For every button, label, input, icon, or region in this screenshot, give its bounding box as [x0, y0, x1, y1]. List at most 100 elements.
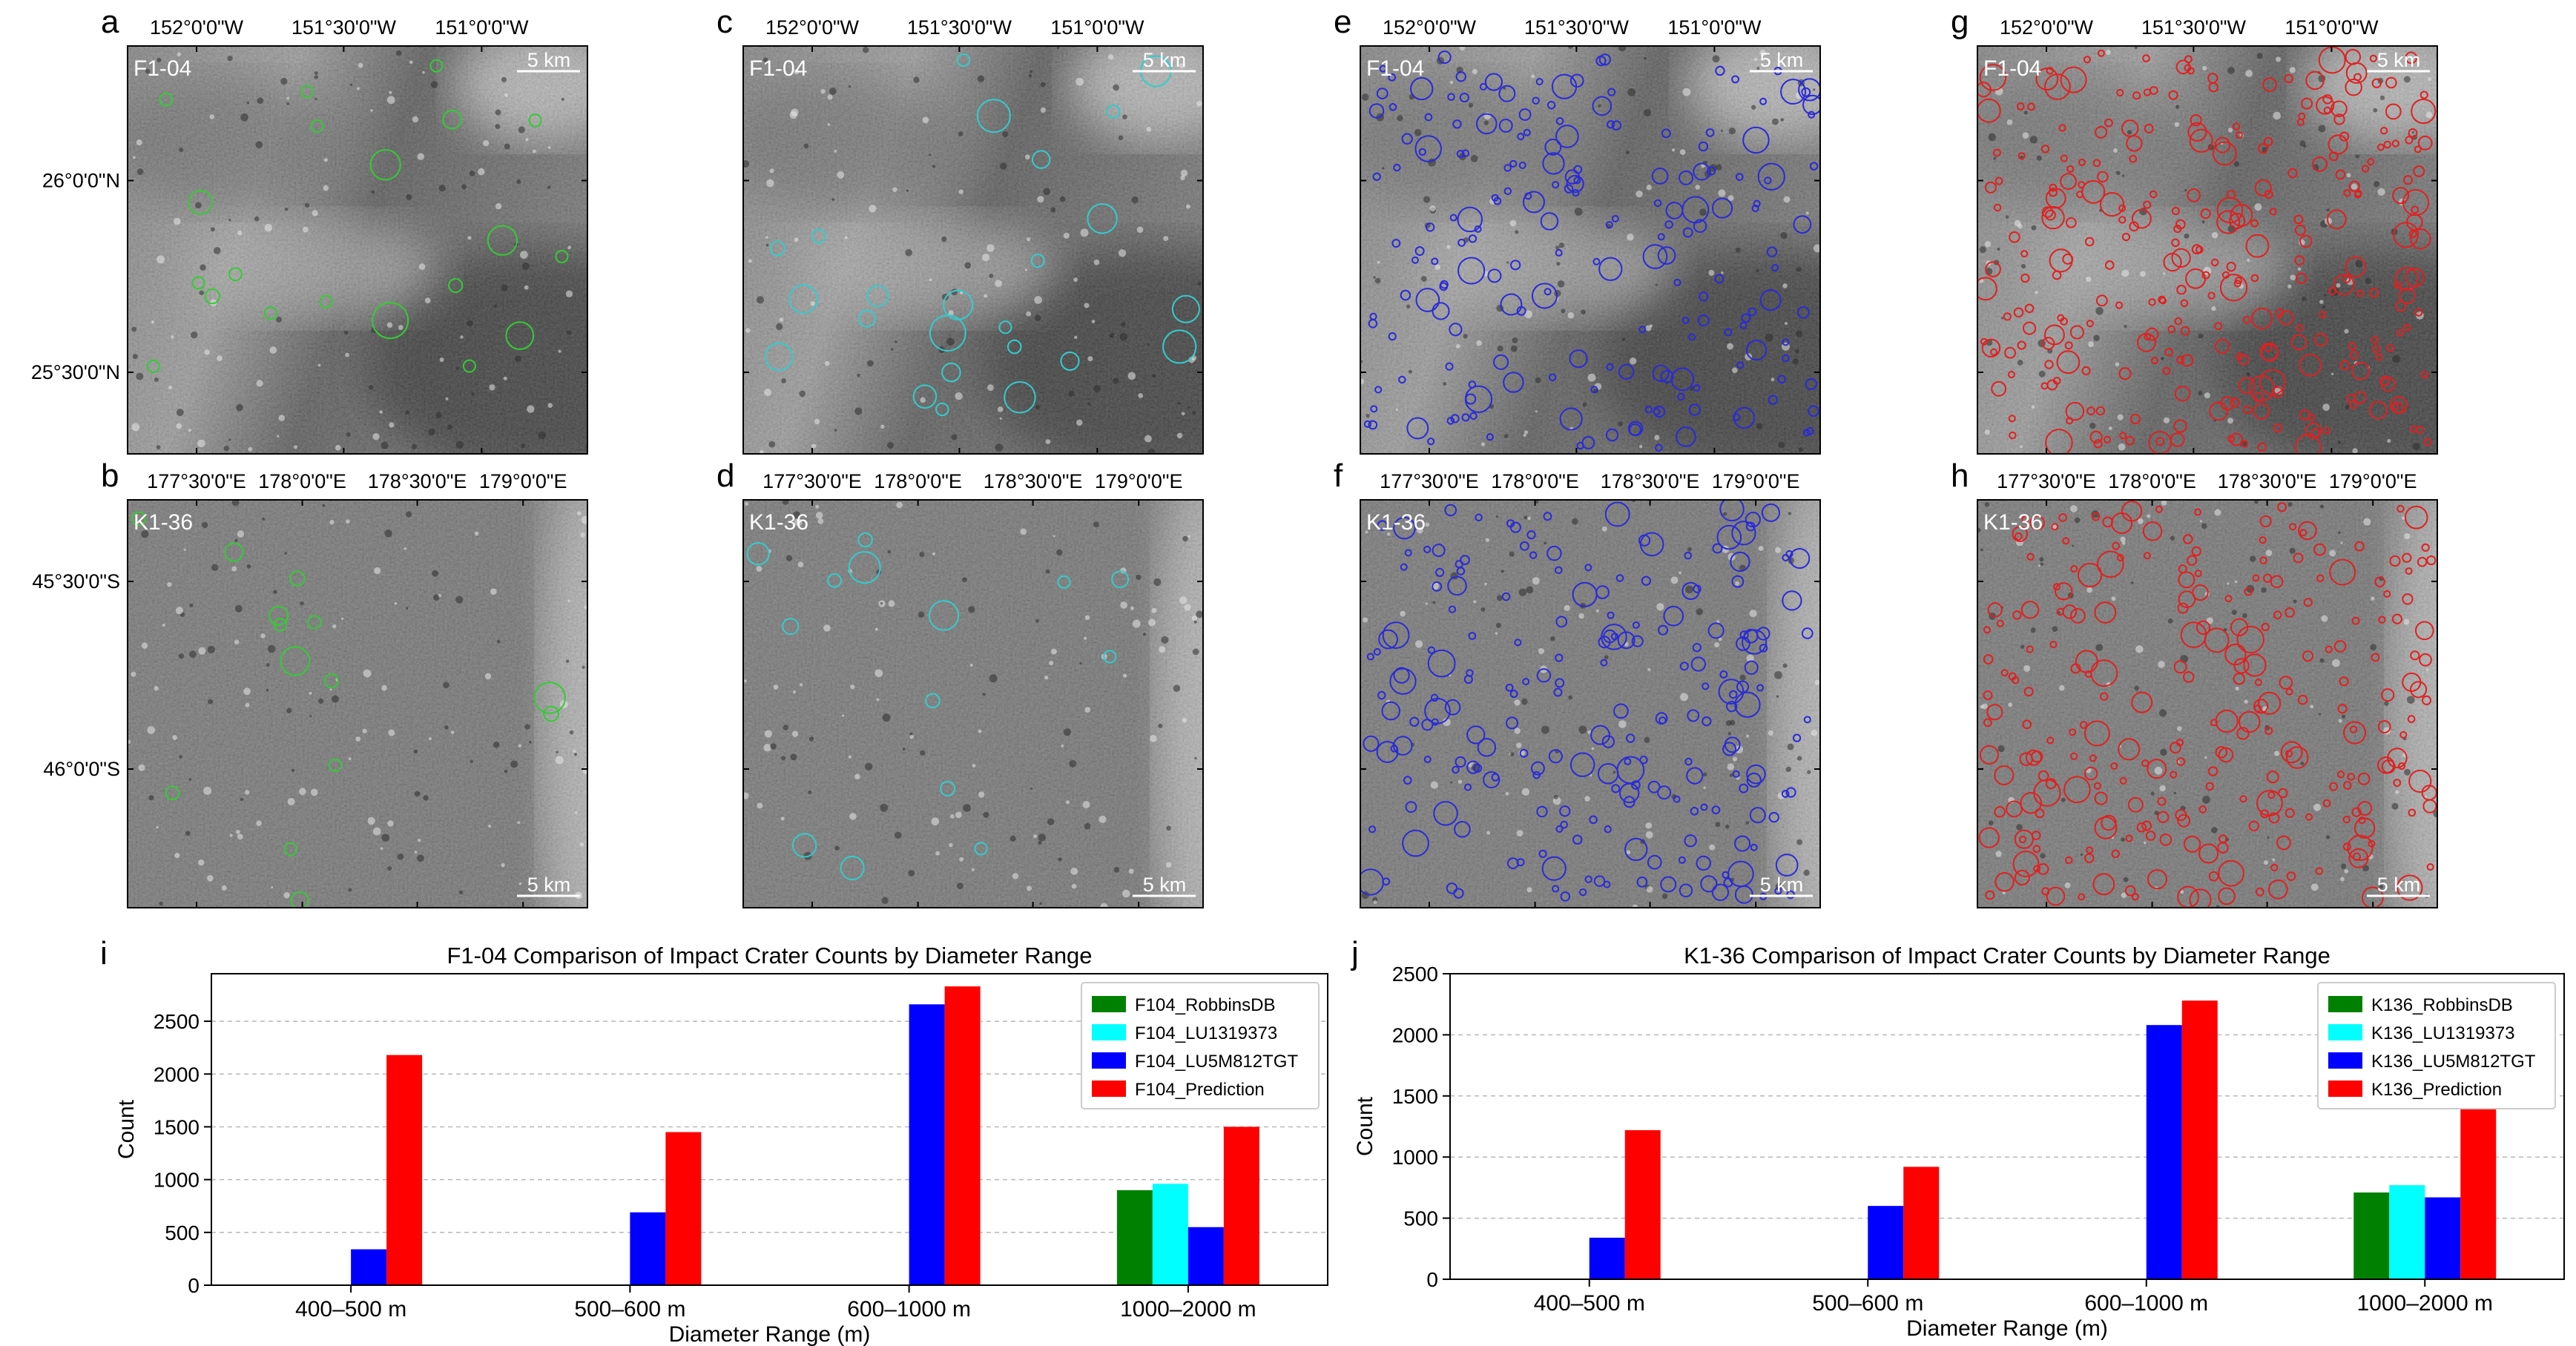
texture-crater — [2127, 130, 2132, 135]
texture-crater — [323, 185, 329, 191]
texture-crater — [406, 607, 409, 610]
texture-crater — [298, 788, 306, 796]
texture-crater — [358, 62, 363, 68]
crater-circle — [1724, 328, 1733, 337]
crater-circle — [2378, 616, 2386, 624]
texture-crater — [922, 116, 929, 124]
texture-crater — [1532, 577, 1540, 585]
crater-circle — [1757, 162, 1785, 191]
crater-circle — [1379, 65, 1387, 73]
texture-crater — [2201, 220, 2205, 224]
crater-circle — [1722, 871, 1730, 879]
crater-circle — [1702, 682, 1710, 690]
crater-circle — [2180, 326, 2190, 336]
bar — [665, 1132, 702, 1285]
texture-crater — [204, 349, 211, 355]
texture-crater — [208, 699, 214, 705]
crater-circle — [1555, 825, 1564, 833]
bar — [909, 1004, 945, 1285]
crater-circle — [2284, 73, 2293, 84]
crater-circle — [1605, 428, 1619, 442]
crater-circle — [2218, 887, 2236, 905]
crater-circle — [2078, 158, 2086, 166]
texture-crater — [1432, 601, 1436, 604]
texture-crater — [1505, 791, 1509, 796]
texture-crater — [1153, 578, 1162, 587]
texture-crater — [286, 707, 292, 713]
crater-circle — [1477, 738, 1497, 757]
texture-crater — [2174, 122, 2180, 128]
texture-crater — [1163, 236, 1169, 241]
texture-crater — [1795, 92, 1802, 99]
texture-crater — [895, 831, 902, 839]
texture-crater — [1556, 262, 1561, 266]
texture-crater — [1138, 393, 1144, 398]
texture-crater — [1645, 822, 1653, 829]
texture-crater — [493, 304, 498, 308]
crater-circle — [2184, 64, 2192, 72]
texture-crater — [329, 520, 335, 525]
texture-crater — [1776, 695, 1779, 698]
crater-circle — [2214, 136, 2231, 154]
crater-circle — [2397, 762, 2406, 771]
crater-circle — [1750, 843, 1758, 851]
crater-circle — [2230, 397, 2241, 408]
texture-crater — [2351, 183, 2358, 190]
texture-crater — [2338, 531, 2341, 534]
crater-circle — [1655, 443, 1663, 452]
crater-circle — [2052, 583, 2061, 591]
crater-circle — [2259, 515, 2272, 527]
texture-crater — [1627, 234, 1634, 241]
texture-crater — [136, 168, 144, 175]
crater-circle — [2020, 250, 2029, 258]
crater-circle — [2305, 70, 2325, 90]
texture-crater — [2036, 155, 2042, 161]
texture-crater — [228, 219, 231, 222]
crater-circle — [2084, 670, 2092, 679]
texture-crater — [2274, 750, 2280, 756]
texture-crater — [1751, 105, 1756, 110]
crater-circle — [1572, 188, 1580, 197]
crater-circle — [1681, 316, 1690, 324]
crater-circle — [2397, 874, 2423, 901]
crater-circle — [1398, 375, 1406, 384]
texture-crater — [854, 773, 860, 779]
crater-circle — [1638, 326, 1647, 334]
texture-crater — [745, 328, 751, 333]
texture-crater — [2214, 509, 2221, 516]
y-tick-label: 25°30'0"N — [31, 361, 120, 383]
crater-circle — [2276, 502, 2287, 512]
texture-crater — [1425, 602, 1428, 605]
texture-crater — [1572, 518, 1578, 525]
texture-crater — [331, 695, 339, 703]
texture-crater — [1708, 269, 1715, 276]
texture-crater — [1035, 404, 1041, 410]
texture-crater — [1192, 648, 1199, 656]
texture-crater — [2340, 541, 2343, 544]
crater-circle — [2368, 400, 2388, 420]
crater-texture — [743, 500, 1203, 908]
texture-crater — [1185, 204, 1190, 209]
crater-circle — [866, 285, 889, 308]
y-tick-label: 0 — [1426, 1268, 1438, 1291]
texture-crater — [1695, 185, 1701, 190]
bar-charts: i F1-04 Comparison of Impact Crater Count… — [100, 935, 2565, 1346]
crater-circle — [1541, 856, 1567, 881]
texture-crater — [1568, 695, 1573, 700]
crater-circle — [1373, 647, 1381, 656]
crater-circle — [2221, 271, 2230, 279]
crater-circle — [1363, 735, 1380, 752]
crater-circle — [1448, 605, 1457, 613]
texture-crater — [413, 749, 418, 754]
crater-circle — [2351, 807, 2362, 817]
crater-circle — [1057, 575, 1071, 589]
x-tick-label: 179°0'0"E — [2329, 470, 2417, 492]
texture-crater — [2355, 260, 2363, 268]
texture-crater — [1980, 705, 1984, 709]
texture-crater — [2111, 596, 2116, 601]
texture-crater — [418, 838, 421, 842]
crater-circle — [2279, 310, 2294, 326]
texture-crater — [450, 730, 455, 734]
texture-crater — [2020, 263, 2026, 269]
texture-crater — [2121, 837, 2126, 842]
